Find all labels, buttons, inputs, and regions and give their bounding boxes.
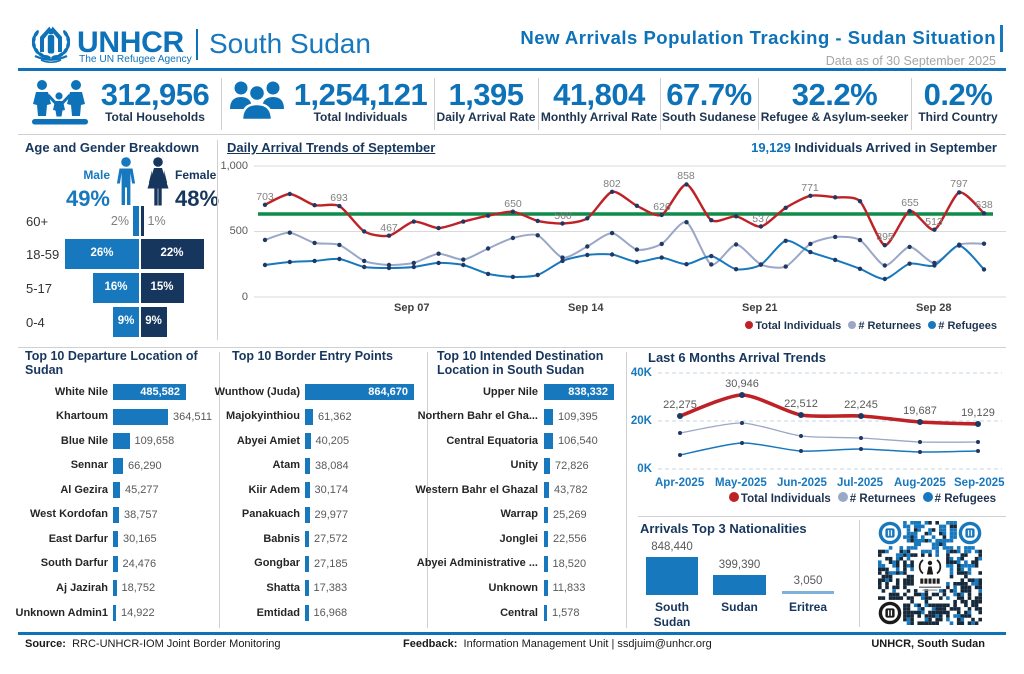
svg-text:513: 513 <box>925 216 943 228</box>
svg-text:771: 771 <box>801 182 819 194</box>
svg-text:802: 802 <box>603 178 621 190</box>
svg-text:650: 650 <box>504 198 522 210</box>
svg-text:693: 693 <box>330 192 348 204</box>
svg-text:22,512: 22,512 <box>784 398 818 410</box>
svg-text:626: 626 <box>653 201 671 213</box>
svg-text:395: 395 <box>876 231 894 243</box>
svg-text:22,245: 22,245 <box>844 399 878 411</box>
svg-text:858: 858 <box>677 170 695 182</box>
svg-text:19,687: 19,687 <box>903 405 937 417</box>
svg-text:560: 560 <box>554 210 572 222</box>
svg-text:655: 655 <box>901 197 919 209</box>
svg-text:537: 537 <box>752 213 770 225</box>
svg-text:19,129: 19,129 <box>961 407 995 419</box>
svg-text:797: 797 <box>950 178 968 190</box>
svg-text:22,275: 22,275 <box>663 399 697 411</box>
svg-text:638: 638 <box>975 199 993 211</box>
svg-text:30,946: 30,946 <box>725 378 759 390</box>
svg-text:467: 467 <box>380 222 398 234</box>
svg-text:703: 703 <box>256 191 274 203</box>
